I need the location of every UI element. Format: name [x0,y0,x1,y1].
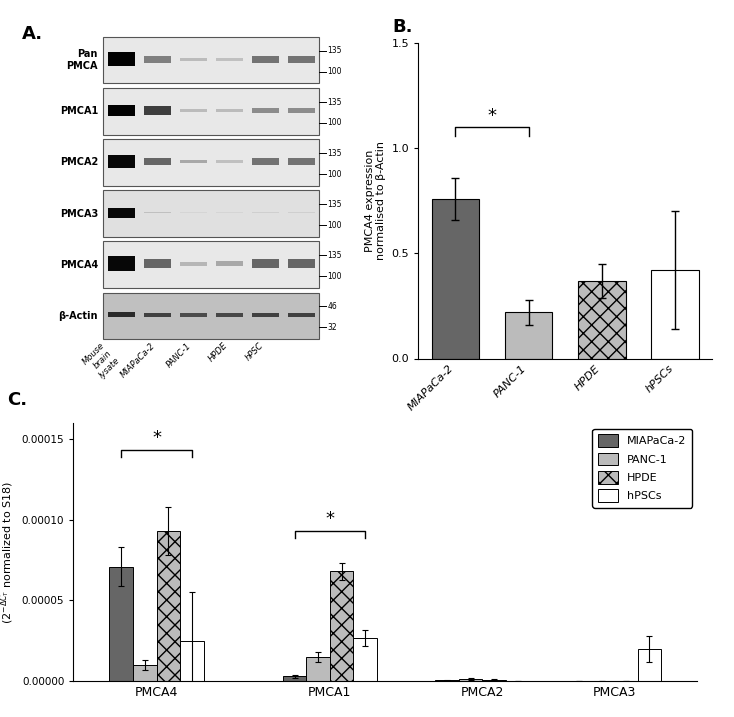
Bar [252,108,279,113]
Bar [216,58,243,61]
Text: *: * [325,510,335,528]
Bar [156,531,180,681]
Text: 135: 135 [327,200,342,209]
Text: MIAPaCa-2: MIAPaCa-2 [119,341,157,379]
Text: PANC-1: PANC-1 [165,341,193,369]
Text: PMCA1: PMCA1 [59,106,98,116]
Text: hPSC: hPSC [244,341,265,363]
Text: 100: 100 [327,272,342,281]
Text: *: * [152,429,161,447]
Bar [103,139,319,186]
Bar [435,680,459,681]
Text: 135: 135 [327,98,342,107]
Bar [180,109,206,112]
Bar [180,641,204,681]
Bar [354,637,377,681]
Text: PMCA3: PMCA3 [59,209,98,219]
Bar [144,158,170,166]
Bar [180,58,206,61]
Bar [252,56,279,63]
Bar [306,657,330,681]
Bar [432,199,479,358]
Bar [578,280,625,358]
Y-axis label: Expression Fold Change
(2$^{-ΔC_T}$ normalized to S18): Expression Fold Change (2$^{-ΔC_T}$ norm… [0,480,16,624]
Text: 100: 100 [327,67,342,76]
Bar [216,109,243,112]
Bar [144,106,170,115]
Bar [288,259,315,268]
Text: 135: 135 [327,148,342,158]
Text: 46: 46 [327,302,338,311]
Bar [216,313,243,317]
Bar [180,262,206,265]
Text: 135: 135 [327,251,342,260]
Bar [505,312,553,358]
Text: A.: A. [22,25,43,44]
Bar [651,270,699,358]
Text: 32: 32 [327,323,337,332]
Bar [144,259,170,268]
Bar [288,212,315,213]
Text: HPDE: HPDE [206,341,229,364]
Bar [108,156,134,168]
Text: C.: C. [7,391,27,409]
Bar [103,293,319,339]
Text: 100: 100 [327,118,342,128]
Bar [459,679,482,681]
Text: B.: B. [393,18,413,36]
Bar [108,105,134,116]
Bar [283,676,306,681]
Text: Mouse
brain
lysate: Mouse brain lysate [81,341,121,381]
Bar [103,242,319,288]
Text: 100: 100 [327,221,342,229]
Text: Pan
PMCA: Pan PMCA [67,49,98,71]
Text: PMCA4: PMCA4 [59,260,98,270]
Bar [108,52,134,66]
Bar [108,312,134,318]
Bar [288,108,315,113]
Text: 100: 100 [327,169,342,179]
Bar [216,261,243,266]
Bar [288,158,315,165]
Text: β-Actin: β-Actin [59,310,98,320]
Bar [103,88,319,135]
Bar [330,571,354,681]
Bar [108,208,134,217]
Bar [144,212,170,214]
Bar [108,256,134,272]
Bar [216,161,243,163]
Bar [638,649,661,681]
Bar [252,313,279,317]
Bar [180,313,206,317]
Y-axis label: PMCA4 expression
normalised to β-Actin: PMCA4 expression normalised to β-Actin [365,141,386,260]
Bar [103,37,319,83]
Text: *: * [487,107,497,125]
Bar [252,212,279,213]
Bar [109,566,133,681]
Bar [252,259,279,268]
Bar [103,190,319,237]
Bar [288,313,315,317]
Bar [144,56,170,62]
Text: PMCA2: PMCA2 [59,158,98,168]
Bar [252,158,279,165]
Bar [180,160,206,163]
Text: 135: 135 [327,47,342,55]
Bar [144,313,170,317]
Bar [133,665,156,681]
Legend: MIAPaCa-2, PANC-1, HPDE, hPSCs: MIAPaCa-2, PANC-1, HPDE, hPSCs [592,429,691,508]
Bar [288,56,315,63]
Bar [482,680,506,681]
